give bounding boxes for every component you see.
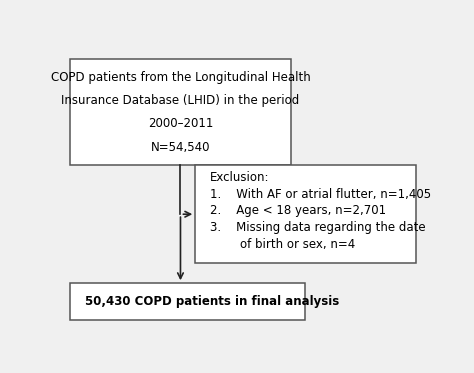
Text: 1.    With AF or atrial flutter, n=1,405: 1. With AF or atrial flutter, n=1,405 <box>210 188 431 201</box>
Text: Insurance Database (LHID) in the period: Insurance Database (LHID) in the period <box>61 94 300 107</box>
Text: 3.    Missing data regarding the date: 3. Missing data regarding the date <box>210 221 426 234</box>
Bar <box>70 283 305 320</box>
Bar <box>195 165 416 263</box>
Text: 50,430 COPD patients in final analysis: 50,430 COPD patients in final analysis <box>85 295 339 308</box>
Text: COPD patients from the Longitudinal Health: COPD patients from the Longitudinal Heal… <box>51 71 310 84</box>
Text: 2000–2011: 2000–2011 <box>148 117 213 131</box>
Text: 2.    Age < 18 years, n=2,701: 2. Age < 18 years, n=2,701 <box>210 204 386 217</box>
Text: of birth or sex, n=4: of birth or sex, n=4 <box>210 238 355 251</box>
Bar <box>70 59 291 165</box>
Text: Exclusion:: Exclusion: <box>210 171 269 184</box>
Text: N=54,540: N=54,540 <box>151 141 210 154</box>
